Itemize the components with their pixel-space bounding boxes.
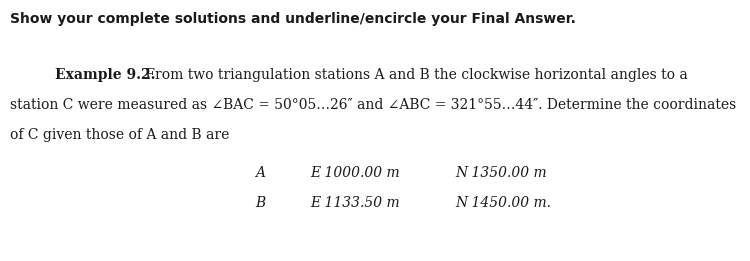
Text: station C were measured as ∠BAC = 50°05…26″ and ∠ABC = 321°55…44″. Determine the: station C were measured as ∠BAC = 50°05……	[10, 98, 736, 112]
Text: B: B	[255, 196, 266, 210]
Text: From two triangulation stations A and B the clockwise horizontal angles to a: From two triangulation stations A and B …	[142, 68, 689, 82]
Text: Show your complete solutions and underline/encircle your Final Answer.: Show your complete solutions and underli…	[10, 12, 576, 26]
Text: N 1350.00 m: N 1350.00 m	[455, 166, 547, 180]
Text: A: A	[255, 166, 265, 180]
Text: N 1450.00 m.: N 1450.00 m.	[455, 196, 551, 210]
Text: Example 9.2.: Example 9.2.	[55, 68, 155, 82]
Text: E 1133.50 m: E 1133.50 m	[310, 196, 400, 210]
Text: of C given those of A and B are: of C given those of A and B are	[10, 128, 230, 142]
Text: E 1000.00 m: E 1000.00 m	[310, 166, 400, 180]
